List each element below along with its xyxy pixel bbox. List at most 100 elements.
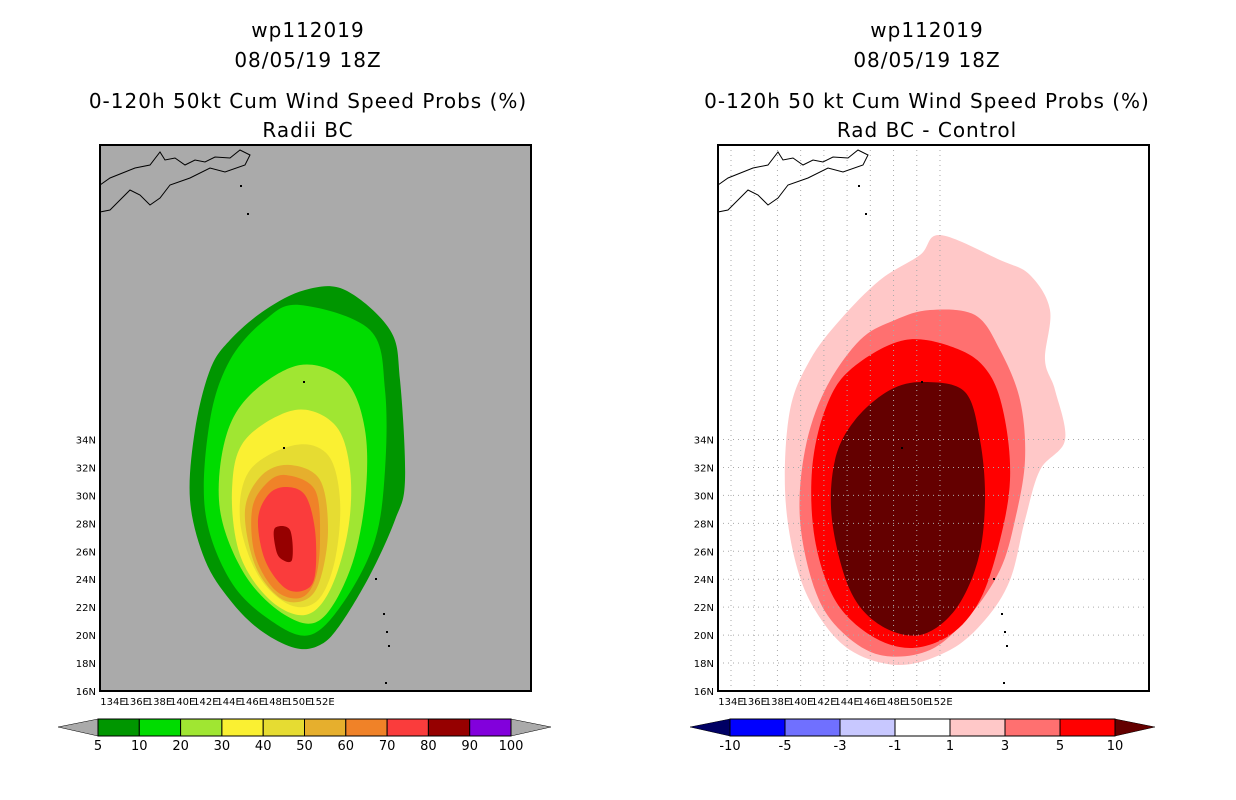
y-tick-label: 32N bbox=[694, 463, 714, 474]
x-tick-label: 152E bbox=[309, 697, 334, 708]
island bbox=[283, 447, 285, 449]
x-tick-label: 142E bbox=[193, 697, 218, 708]
colorbar-label: 20 bbox=[172, 739, 189, 754]
colorbar-label: 80 bbox=[420, 739, 437, 754]
island bbox=[303, 381, 305, 383]
colorbar-under-arrow bbox=[57, 718, 99, 737]
x-tick-label: 140E bbox=[788, 697, 813, 708]
coastline bbox=[717, 149, 869, 213]
x-tick-label: 148E bbox=[263, 697, 288, 708]
x-tick-label: 144E bbox=[834, 697, 859, 708]
x-tick-label: 138E bbox=[147, 697, 172, 708]
colorbar-swatch bbox=[138, 718, 182, 737]
x-tick-label: 136E bbox=[742, 697, 767, 708]
island bbox=[386, 631, 388, 633]
map-frame bbox=[717, 144, 1150, 692]
y-tick-label: 28N bbox=[76, 519, 96, 530]
y-tick-label: 18N bbox=[76, 659, 96, 670]
colorbar-label: -10 bbox=[719, 739, 740, 754]
colorbar-label: 30 bbox=[214, 739, 231, 754]
x-tick-label: 142E bbox=[811, 697, 836, 708]
map-panel-1: 134E136E138E140E142E144E146E148E150E152E… bbox=[57, 144, 552, 754]
y-tick-label: 18N bbox=[694, 659, 714, 670]
colorbar-swatch bbox=[949, 718, 1006, 737]
colorbar-swatch bbox=[839, 718, 896, 737]
colorbar-swatch bbox=[1059, 718, 1116, 737]
colorbar-label: 1 bbox=[946, 739, 954, 754]
title-line-1: wp112019 bbox=[251, 18, 365, 42]
y-tick-label: 24N bbox=[76, 575, 96, 586]
colorbar-label: 90 bbox=[461, 739, 478, 754]
y-tick-label: 30N bbox=[694, 491, 714, 502]
colorbar-label: 5 bbox=[1056, 739, 1064, 754]
colorbar-label: 40 bbox=[255, 739, 272, 754]
title-line-1: wp112019 bbox=[870, 18, 984, 42]
colorbar-swatch bbox=[221, 718, 264, 737]
y-tick-label: 16N bbox=[76, 687, 96, 698]
x-tick-label: 138E bbox=[765, 697, 790, 708]
colorbar-swatch bbox=[1004, 718, 1061, 737]
colorbar-swatch bbox=[345, 718, 388, 737]
y-tick-label: 34N bbox=[694, 436, 714, 447]
map-frame bbox=[99, 144, 532, 692]
colorbar-swatch bbox=[894, 718, 951, 737]
colorbar-label: 70 bbox=[379, 739, 396, 754]
colorbar-label: 50 bbox=[296, 739, 313, 754]
island bbox=[901, 447, 903, 449]
y-tick-label: 26N bbox=[694, 547, 714, 558]
title-line-2: 08/05/19 18Z bbox=[234, 48, 382, 72]
colorbar-over-arrow bbox=[510, 718, 552, 737]
colorbar: 5 10 20 30 40 50 60 70 80 90 100 bbox=[57, 718, 552, 754]
x-tick-label: 136E bbox=[124, 697, 149, 708]
y-tick-label: 20N bbox=[76, 631, 96, 642]
island bbox=[858, 185, 860, 187]
title-line-2: 08/05/19 18Z bbox=[853, 48, 1001, 72]
x-tick-label: 140E bbox=[170, 697, 195, 708]
x-tick-label: 144E bbox=[216, 697, 241, 708]
coastline bbox=[99, 149, 251, 213]
island bbox=[385, 682, 387, 684]
colorbar-swatch bbox=[180, 718, 223, 737]
island bbox=[247, 213, 249, 215]
x-tick-label: 150E bbox=[904, 697, 929, 708]
island bbox=[865, 213, 867, 215]
title-line-4: Rad BC - Control bbox=[836, 118, 1018, 142]
colorbar-swatch bbox=[729, 718, 786, 737]
island bbox=[1006, 645, 1008, 647]
map-panel-2: 134E136E138E140E142E144E146E148E150E152E… bbox=[689, 144, 1156, 754]
island bbox=[240, 185, 242, 187]
title-line-4: Radii BC bbox=[262, 118, 354, 142]
y-tick-label: 26N bbox=[76, 547, 96, 558]
y-tick-label: 16N bbox=[694, 687, 714, 698]
y-tick-label: 30N bbox=[76, 491, 96, 502]
x-tick-label: 150E bbox=[286, 697, 311, 708]
y-tick-label: 32N bbox=[76, 463, 96, 474]
colorbar-label: 5 bbox=[94, 739, 102, 754]
colorbar-label: -1 bbox=[889, 739, 902, 754]
colorbar-under-arrow bbox=[689, 718, 731, 737]
island bbox=[921, 381, 923, 383]
x-tick-label: 146E bbox=[240, 697, 265, 708]
colorbar-swatch bbox=[304, 718, 347, 737]
colorbar-label: 10 bbox=[131, 739, 148, 754]
y-tick-label: 20N bbox=[694, 631, 714, 642]
colorbar-label: 100 bbox=[499, 739, 524, 754]
y-tick-label: 28N bbox=[694, 519, 714, 530]
colorbar-label: 10 bbox=[1107, 739, 1124, 754]
island bbox=[1001, 613, 1003, 615]
title-line-3: 0-120h 50kt Cum Wind Speed Probs (%) bbox=[88, 89, 528, 113]
island bbox=[1004, 631, 1006, 633]
x-tick-label: 146E bbox=[858, 697, 883, 708]
colorbar: -10 -5 -3 -1 1 3 5 10 bbox=[689, 718, 1156, 754]
island bbox=[1003, 682, 1005, 684]
colorbar-label: 60 bbox=[338, 739, 355, 754]
colorbar-swatch bbox=[262, 718, 306, 737]
y-tick-label: 22N bbox=[76, 603, 96, 614]
colorbar-swatch bbox=[386, 718, 429, 737]
x-tick-label: 134E bbox=[718, 697, 743, 708]
x-tick-label: 148E bbox=[881, 697, 906, 708]
contour-fill-4 bbox=[830, 381, 986, 636]
colorbar-swatch bbox=[784, 718, 841, 737]
